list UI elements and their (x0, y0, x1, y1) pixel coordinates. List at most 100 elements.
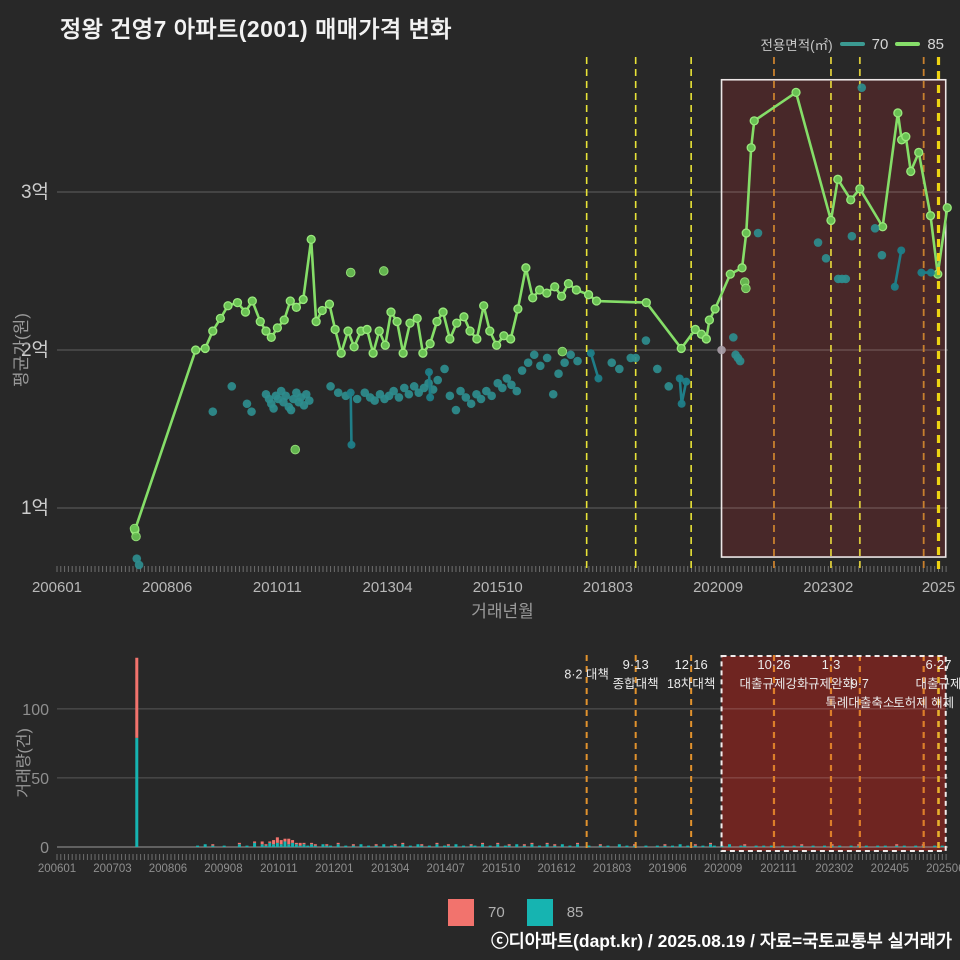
bar-85 (568, 845, 572, 847)
trend-point (746, 143, 756, 153)
bar-70 (279, 840, 283, 845)
bar-70 (857, 844, 861, 846)
bar-85 (507, 845, 511, 847)
trend-point (412, 313, 422, 324)
bar-70 (522, 844, 526, 846)
policy-annotation: 토허제 해제 (893, 696, 954, 710)
scatter-point (242, 399, 252, 409)
scatter-point (566, 350, 576, 360)
bar-85 (268, 842, 272, 847)
bar-85 (245, 845, 249, 847)
x-tick-label: 201510 (473, 579, 523, 596)
trend-point (272, 323, 283, 333)
bar-85 (902, 845, 906, 847)
bar-85 (222, 845, 226, 847)
volume-bars (135, 657, 944, 847)
bar-85 (515, 844, 519, 847)
legend-swatch-70-icon (448, 899, 474, 926)
scatter-point (536, 361, 545, 371)
trend-point (279, 315, 289, 325)
y-axis-title: 거래량(건) (15, 728, 33, 798)
bar-85 (883, 845, 887, 847)
policy-annotation: 6·27 (925, 657, 951, 672)
policy-annotation: 규제완화 (808, 677, 855, 691)
bar-85 (769, 845, 773, 847)
legend-label-70: 70 (871, 35, 889, 53)
price-chart: 1억 2억 3억 200601 200806 201011 201304 201510 2018… (12, 57, 955, 621)
scatter-point (631, 353, 640, 363)
bar-85 (522, 845, 526, 847)
trend-point (550, 282, 560, 292)
bar-70 (275, 837, 279, 843)
scatter-point (542, 353, 552, 363)
scatter-point (409, 382, 419, 391)
scatter-point (664, 382, 674, 391)
trend-point (491, 340, 502, 350)
bar-70 (298, 842, 302, 846)
bar-85 (454, 844, 458, 847)
scatter-point (615, 364, 624, 374)
bar-70 (507, 844, 511, 846)
bar-70 (291, 840, 295, 843)
x-tick-label: 200703 (93, 863, 131, 875)
bar-70 (302, 842, 306, 845)
trend-point (306, 234, 316, 245)
bar-85 (310, 844, 314, 847)
trend-point (374, 326, 384, 336)
policy-annotation: 종합대책 (613, 676, 659, 691)
trend-point (317, 305, 327, 316)
bar-85 (344, 845, 348, 847)
policy-annotation: 8·2 대책 (564, 667, 609, 682)
legend-label-85: 85 (566, 904, 584, 921)
bar-85 (940, 845, 944, 847)
trend-point (479, 301, 489, 311)
trend-point (833, 174, 843, 184)
segment-point (346, 388, 355, 397)
bar-85 (663, 845, 667, 847)
trend-point (266, 332, 276, 343)
trend-point (901, 132, 911, 142)
scatter-point (131, 531, 141, 542)
trend-point (676, 343, 686, 354)
scatter-point (466, 399, 476, 409)
bar-70 (553, 844, 557, 846)
scatter-point (404, 389, 414, 399)
scatter-point (741, 283, 751, 294)
trend-point (914, 147, 924, 158)
bar-70 (598, 844, 602, 846)
bar-85 (709, 844, 713, 847)
policy-annotation: 대출규제강화 (739, 677, 809, 691)
highlight-region (721, 79, 946, 558)
volume-chart: 0 50 100 200601 200703 200806 200908 201011 2012… (15, 655, 960, 875)
segment-point (926, 268, 935, 277)
trend-point (200, 343, 210, 354)
scatter-point (512, 386, 522, 396)
bar-85 (625, 845, 629, 847)
bar-70 (283, 838, 287, 842)
scatter-point (841, 274, 851, 284)
bar-85 (876, 845, 880, 847)
bar-85 (811, 845, 815, 847)
bar-85 (743, 845, 747, 847)
trend-point (877, 222, 888, 232)
segment-point (897, 246, 906, 255)
scatter-point (573, 356, 582, 366)
bar-85 (416, 844, 420, 847)
highlight-region-border (720, 655, 947, 852)
trend-point (285, 296, 295, 306)
bar-70 (237, 842, 241, 845)
bar-85 (275, 842, 279, 847)
bar-70 (633, 844, 637, 846)
bar-70 (435, 842, 439, 845)
legend-label-70: 70 (488, 904, 505, 921)
trend-point (506, 334, 516, 344)
trend-point (710, 304, 720, 314)
trend-point (641, 297, 651, 308)
policy-annotation: 9·7 (851, 677, 869, 691)
scatter-point (821, 254, 831, 263)
bar-85 (420, 845, 424, 847)
bar-85 (321, 844, 325, 847)
scatter-point (389, 386, 398, 396)
trend-point (563, 278, 574, 289)
